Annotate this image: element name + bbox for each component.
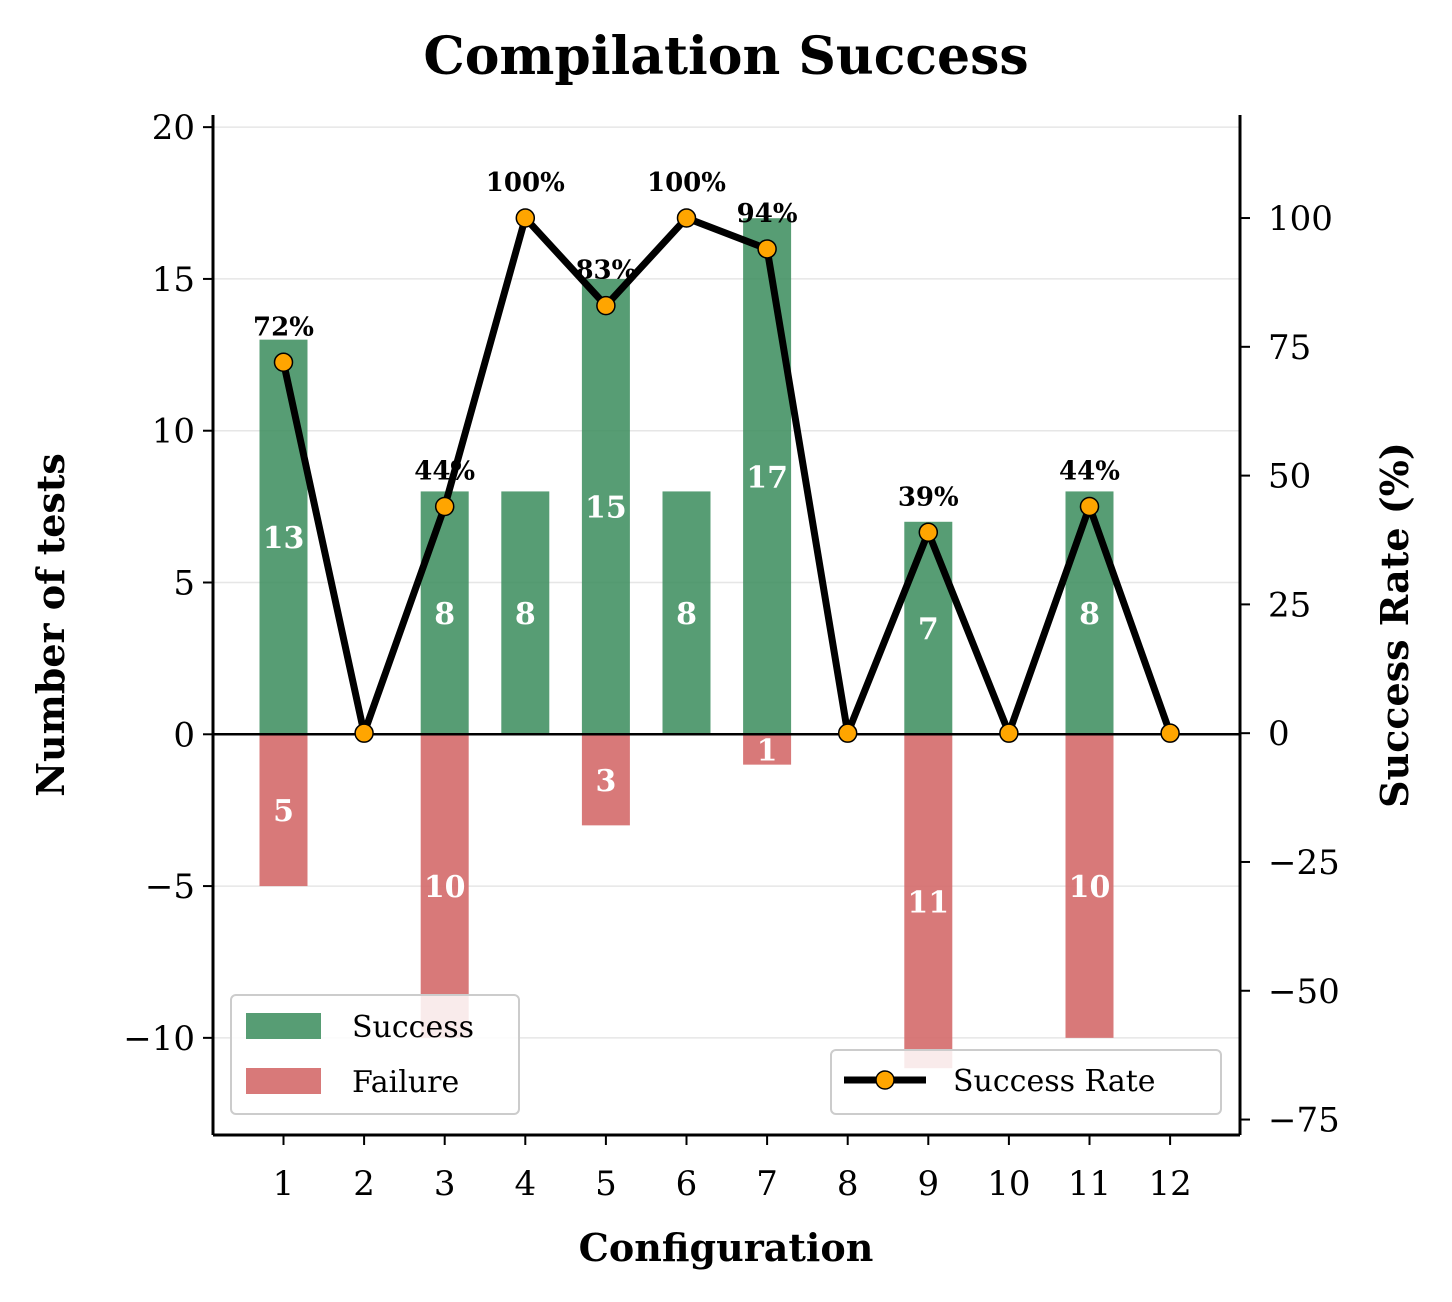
x-tick-label: 7 (756, 1164, 778, 1204)
y-tick-label: 20 (152, 108, 195, 148)
bars (259, 218, 1114, 1069)
legend-success-swatch (246, 1013, 321, 1039)
y2-tick-label: −25 (1268, 843, 1340, 883)
failure-bar (420, 734, 469, 1038)
success-rate-label: 100% (486, 168, 565, 198)
y-tick-label: 10 (152, 412, 195, 452)
success-rate-marker (515, 208, 536, 228)
success-bar-label: 15 (585, 491, 627, 526)
y-tick-label: 0 (173, 715, 195, 755)
x-tick-label: 1 (273, 1164, 295, 1204)
y-tick-label: −10 (123, 1019, 195, 1059)
success-rate-label: 94% (737, 199, 798, 229)
axes (211, 115, 1242, 1137)
y2-tick-label: −75 (1268, 1101, 1340, 1141)
y2-tick-label: −50 (1268, 972, 1340, 1012)
success-rate-marker (354, 723, 374, 743)
failure-bar (581, 734, 630, 826)
legend-rate-label: Success Rate (953, 1064, 1156, 1099)
success-rate-marker (757, 239, 777, 259)
success-bar (743, 218, 792, 735)
x-tick-label: 5 (595, 1164, 617, 1204)
success-bar-label: 8 (676, 597, 697, 632)
x-tick-label: 9 (917, 1164, 939, 1204)
success-bar (420, 491, 469, 735)
success-rate-marker (999, 723, 1019, 743)
success-rate-marker (837, 723, 858, 743)
y-tick-label: 5 (173, 564, 195, 604)
success-rate-marker (1079, 496, 1100, 517)
success-bar-label: 8 (515, 597, 536, 632)
failure-bar-label: 3 (595, 764, 616, 799)
legend-bars: Success Failure (230, 994, 520, 1115)
x-tick-label: 6 (676, 1164, 698, 1204)
success-bar (501, 491, 550, 735)
failure-bar (904, 734, 953, 1069)
y-tick-label: −5 (145, 867, 195, 907)
failure-bar-label: 5 (273, 794, 294, 829)
x-tick-label: 2 (353, 1164, 375, 1204)
success-bar (581, 278, 630, 735)
legend-success-label: Success (352, 1010, 474, 1045)
success-rate-label: 39% (898, 482, 959, 512)
success-bar-label: 8 (1079, 597, 1100, 632)
failure-bar (259, 734, 308, 887)
success-rate-marker (596, 295, 616, 316)
y2-tick-label: 100 (1268, 199, 1333, 239)
success-bar-label: 7 (918, 612, 939, 647)
failure-bar-label: 1 (757, 733, 778, 768)
success-rate-label: 44% (1059, 457, 1120, 487)
y2-tick-label: 50 (1268, 457, 1311, 497)
failure-bar (743, 734, 792, 765)
x-tick-label: 11 (1068, 1164, 1111, 1204)
y-tick-label: 15 (152, 260, 195, 300)
x-tick-label: 12 (1148, 1164, 1191, 1204)
success-rate-marker (918, 522, 939, 543)
success-rate-line (273, 208, 1180, 743)
chart-title: Compilation Success (423, 26, 1028, 87)
success-rate-marker (273, 352, 294, 373)
success-bar-label: 17 (746, 460, 788, 495)
success-rate-label: 100% (647, 168, 726, 198)
x-tick-label: 3 (434, 1164, 456, 1204)
y-axis-label: Number of tests (28, 453, 73, 797)
y2-tick-label: 0 (1268, 714, 1290, 754)
success-rate-label: 83% (575, 256, 636, 286)
success-bar (662, 491, 711, 735)
legend-rate-marker (875, 1070, 895, 1090)
success-bar (259, 339, 308, 735)
legend-failure-swatch (246, 1068, 321, 1094)
failure-bar-label: 11 (907, 885, 949, 920)
success-rate-marker (676, 208, 697, 228)
success-bar (904, 521, 953, 735)
x-axis-label: Configuration (579, 1225, 874, 1270)
x-tick-label: 10 (987, 1164, 1030, 1204)
y2-tick-label: 25 (1268, 585, 1311, 625)
y2-axis-label: Success Rate (%) (1372, 442, 1417, 808)
success-rate-label: 44% (414, 457, 475, 487)
success-bar (1065, 491, 1114, 735)
success-rate-polyline (280, 214, 1174, 737)
failure-bar-label: 10 (1069, 870, 1111, 905)
failure-bar (1065, 734, 1114, 1038)
success-rate-label: 72% (253, 312, 314, 342)
success-bar-label: 8 (434, 597, 455, 632)
x-tick-label: 8 (837, 1164, 859, 1204)
success-rate-marker (434, 496, 455, 517)
failure-bar-label: 10 (424, 870, 466, 905)
rate-labels: 72% 44% 100% 83% 100% 94% 39% 44% (253, 168, 1120, 512)
x-tick-label: 4 (514, 1164, 536, 1204)
y2-tick-label: 75 (1268, 328, 1311, 368)
success-rate-marker (1160, 723, 1180, 743)
legend-line-frame (830, 1049, 1222, 1115)
legend-failure-label: Failure (352, 1065, 459, 1100)
legend-line: Success Rate (830, 1049, 1222, 1115)
success-bar-label: 13 (263, 521, 305, 556)
